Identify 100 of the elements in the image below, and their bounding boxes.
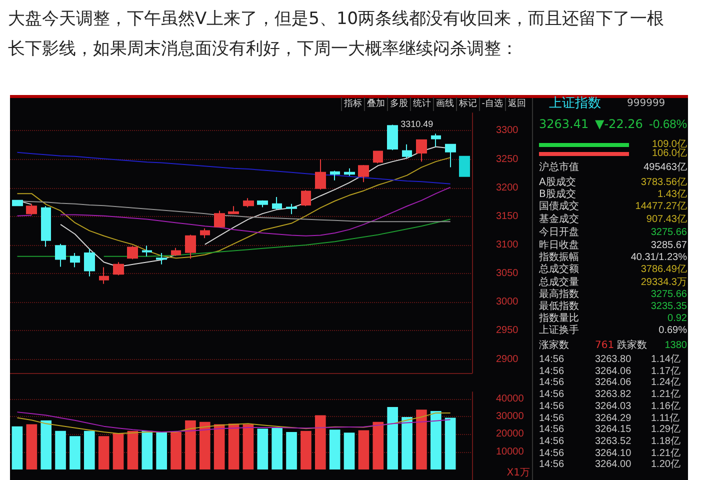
- candlestick: [142, 245, 152, 257]
- text: 0.92: [668, 313, 687, 325]
- bar: [387, 406, 398, 470]
- bar: [142, 430, 153, 470]
- text: 999999: [627, 98, 666, 110]
- candlestick: [185, 234, 196, 260]
- candlestick: [330, 170, 340, 181]
- y-tick-label: 10000: [496, 446, 524, 458]
- text: 国债成交: [539, 201, 579, 213]
- candlestick: [387, 124, 398, 151]
- text: 106.0亿: [652, 148, 687, 160]
- text: 3235.35: [650, 301, 687, 313]
- bar: [55, 430, 66, 470]
- text: 109.0亿: [652, 139, 687, 150]
- bar: [112, 434, 124, 470]
- text: 0.69%: [658, 325, 687, 337]
- candlestick: [200, 228, 210, 239]
- candlestick: [171, 247, 181, 256]
- bar: [416, 410, 427, 470]
- text: 1.43亿: [658, 189, 687, 201]
- text: 指数量比: [539, 313, 579, 324]
- text: 3285.67: [650, 240, 687, 252]
- y-tick-label: 3150: [496, 210, 519, 222]
- bar: [286, 432, 297, 470]
- bar: [228, 424, 240, 470]
- candlestick: [286, 203, 297, 215]
- candlestick: [373, 150, 383, 164]
- text: 14:56 3263.52 1.18亿: [539, 436, 680, 447]
- text: 14:56 3263.82 1.21亿: [539, 389, 680, 400]
- candlestick: [12, 200, 23, 206]
- y-tick-label: 3250: [496, 154, 519, 165]
- text: 14:56 3264.06 1.24亿: [539, 377, 680, 388]
- y-tick-label: 3050: [496, 268, 519, 280]
- candlestick: [301, 190, 311, 207]
- candlestick: [416, 139, 427, 162]
- bar: [257, 428, 268, 470]
- bar: [12, 426, 23, 470]
- text: 1380: [664, 340, 687, 352]
- text: 画线: [432, 97, 456, 111]
- text: ▼-22.26: [595, 117, 643, 131]
- y-tick-label: 3100: [496, 240, 519, 250]
- text: 标记: [456, 97, 479, 111]
- text: 返回: [505, 97, 528, 111]
- candlestick: [113, 262, 124, 276]
- bar: [199, 422, 210, 470]
- text: 3783.56亿: [640, 177, 687, 189]
- text: 沪总市值: [539, 162, 579, 174]
- candlestick: [99, 266, 109, 284]
- bar: [272, 428, 283, 470]
- bar: [242, 424, 254, 470]
- y-axis-title: X1万: [506, 468, 530, 478]
- candlestick: [127, 246, 138, 260]
- text: 总成交额: [539, 264, 579, 276]
- text: 3275.66: [650, 227, 687, 239]
- text: 最高指数: [539, 289, 579, 300]
- chart-title: 大盘今天调整，下午虽然V上来了，但是5、10两条线都没有收回来，而且还留下了一根长下影线，如果周末消息面没有利好，下周一大概率继续闷杀调整：: [8, 8, 666, 61]
- bar: [344, 432, 355, 470]
- text: 涨家数: [539, 340, 569, 352]
- text: 总成交量: [539, 277, 579, 288]
- y-tick-label: 2900: [496, 354, 519, 365]
- bar: [314, 415, 326, 470]
- bar: [98, 436, 110, 470]
- y-tick-label: 40000: [496, 394, 524, 405]
- text: 14:56 3263.80 1.14亿: [539, 354, 680, 365]
- text: 3275.66: [650, 289, 687, 301]
- text: 14:56 3264.03 1.16亿: [539, 400, 680, 412]
- text: 29334.3万: [640, 277, 687, 289]
- text: 叠加: [364, 97, 387, 111]
- bar: [40, 420, 52, 470]
- candlestick: [41, 206, 51, 248]
- bar: [70, 436, 80, 470]
- candlestick: [55, 243, 66, 268]
- candlestick: [459, 156, 470, 177]
- line-series: [16, 152, 451, 184]
- candlestick: [445, 144, 456, 168]
- y-tick-label: 30000: [496, 411, 524, 422]
- bar: [372, 422, 384, 470]
- bar: [329, 430, 340, 470]
- bar: [127, 430, 138, 470]
- text: 上证指数: [549, 96, 601, 111]
- text: B股成交: [539, 189, 576, 200]
- candlestick: [344, 168, 355, 176]
- bar: [185, 420, 196, 470]
- bar: [358, 430, 370, 470]
- y-tick-label: 2950: [496, 325, 519, 336]
- line-series: [16, 157, 451, 259]
- candlestick: [70, 252, 80, 268]
- text: 基金成交: [539, 214, 579, 226]
- text: 3786.49亿: [640, 264, 687, 276]
- text: 昨日收盘: [539, 240, 579, 252]
- text: 14:56 3264.15 1.29亿: [539, 424, 680, 436]
- text: 14:56 3264.29 1.11亿: [539, 412, 680, 424]
- text: 761: [595, 340, 614, 352]
- text: 多股: [386, 97, 410, 111]
- bar: [444, 418, 456, 470]
- bar: [170, 432, 182, 470]
- annotation: 3310.49: [400, 119, 434, 130]
- candlestick: [431, 133, 441, 148]
- candlestick: [84, 248, 95, 277]
- y-tick-label: 3300: [496, 125, 519, 136]
